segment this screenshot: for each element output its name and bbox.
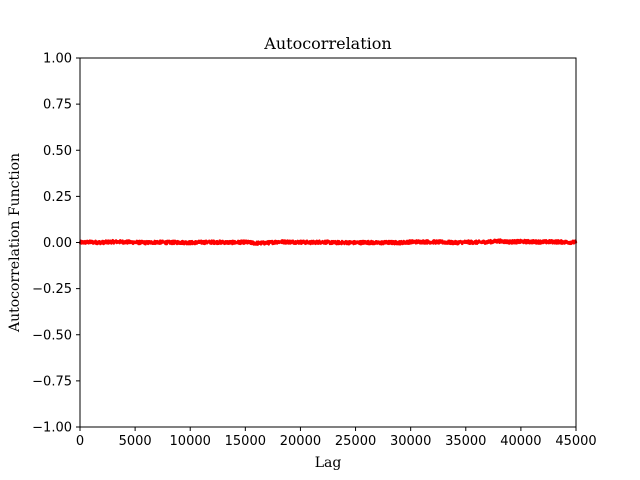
series-point (530, 240, 534, 243)
y-axis-ticks: 1.00 0.75 0.50 0.25 0.00 −0.25 −0.50 −0.75 −1.00 (32, 52, 80, 436)
series-point (563, 240, 567, 244)
series-point (376, 241, 379, 245)
series-point (222, 241, 225, 244)
y-tick-label: −1.00 (32, 421, 72, 436)
y-tick-label: 0.25 (43, 190, 72, 205)
series-point (387, 241, 390, 244)
series-point (464, 240, 467, 244)
series-point (100, 241, 104, 244)
y-axis-label: Autocorrelation Function (7, 153, 23, 333)
series-point (431, 240, 434, 244)
series-point (89, 240, 93, 244)
series-point (277, 240, 280, 243)
series-point (354, 241, 357, 244)
series-point (508, 240, 512, 244)
y-tick-label: −0.50 (32, 328, 72, 343)
x-tick-label: 5000 (119, 434, 152, 449)
chart-title: Autocorrelation (263, 34, 391, 53)
series-point (552, 240, 556, 243)
series-point (189, 241, 192, 244)
series-point (178, 241, 181, 244)
x-tick-label: 35000 (445, 434, 486, 449)
x-tick-label: 15000 (225, 434, 266, 449)
y-tick-label: 0.00 (43, 236, 72, 251)
series-point (122, 240, 126, 244)
series-point (398, 241, 401, 244)
series-line-0 (78, 238, 578, 246)
series-point (166, 241, 170, 244)
series-point (475, 241, 478, 244)
series-point (111, 240, 115, 243)
x-tick-label: 20000 (280, 434, 321, 449)
plot-area (78, 238, 578, 246)
series-point (453, 241, 456, 244)
y-tick-label: −0.75 (32, 374, 72, 389)
series-point (200, 241, 203, 244)
y-tick-label: 1.00 (43, 52, 72, 67)
series-point (133, 241, 137, 244)
series-point (244, 240, 247, 244)
series-point (332, 241, 335, 244)
series-point (497, 239, 501, 243)
series-point (233, 241, 236, 244)
series-point (255, 242, 258, 245)
y-tick-label: 0.50 (43, 144, 72, 159)
x-tick-label: 45000 (555, 434, 596, 449)
series-point (144, 241, 148, 244)
series-point (442, 240, 445, 244)
series-point (541, 240, 545, 244)
y-tick-label: −0.25 (32, 282, 72, 297)
x-tick-label: 0 (76, 434, 84, 449)
series-point (420, 240, 423, 243)
series-point (343, 241, 346, 244)
y-tick-label: 0.75 (43, 98, 72, 113)
series-point (409, 240, 412, 244)
series-point (211, 240, 214, 244)
x-axis-ticks: 0 5000 10000 15000 20000 25000 30000 35000 40000… (76, 427, 597, 449)
series-point (299, 240, 302, 244)
x-axis-label: Lag (315, 455, 342, 471)
series-point (155, 240, 159, 244)
x-tick-label: 25000 (335, 434, 376, 449)
x-tick-label: 30000 (390, 434, 431, 449)
series-point (266, 241, 269, 245)
series-point (486, 240, 490, 244)
x-tick-label: 10000 (170, 434, 211, 449)
series-point (321, 240, 324, 244)
x-tick-label: 40000 (500, 434, 541, 449)
series-point (288, 240, 291, 244)
series-point (365, 241, 368, 244)
series-point (310, 241, 313, 244)
series-point (519, 240, 523, 243)
